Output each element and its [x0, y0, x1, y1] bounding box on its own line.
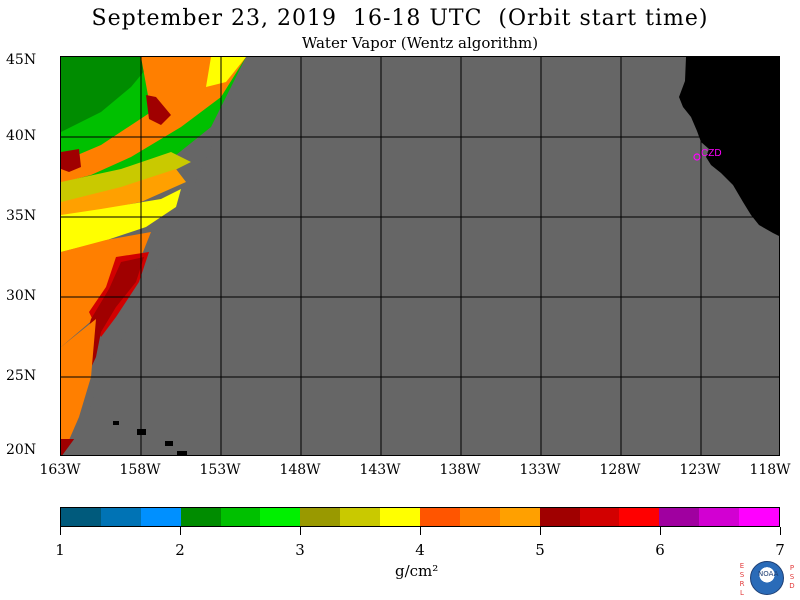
colorbar — [60, 507, 780, 527]
colorbar-segment — [260, 508, 301, 526]
colorbar-segment — [459, 508, 500, 526]
lat-label-20n: 20N — [6, 442, 37, 458]
colorbar-tick — [539, 527, 541, 535]
colorbar-segment — [739, 508, 780, 526]
hawaii-island-4 — [177, 451, 187, 455]
colorbar-segment — [180, 508, 221, 526]
colorbar-tick — [419, 527, 421, 535]
lon-label-148w: 148W — [279, 462, 321, 478]
lon-label-138w: 138W — [439, 462, 481, 478]
logo-emblem-text: NOAA — [758, 570, 779, 578]
chart-title: September 23, 2019 16-18 UTC (Orbit star… — [91, 6, 709, 31]
swath-band-orange-tail — [61, 319, 96, 455]
colorbar-tick-label: 6 — [655, 541, 665, 559]
colorbar-units: g/cm² — [395, 562, 439, 580]
swath-zone-darkgreen — [61, 57, 156, 132]
colorbar-segment — [61, 508, 101, 526]
lat-label-25n: 25N — [6, 368, 37, 384]
swath-band-darkred-north — [146, 95, 171, 125]
colorbar-segment — [220, 508, 261, 526]
water-vapor-map: CZD — [60, 56, 780, 456]
colorbar-tick-label: 1 — [55, 541, 65, 559]
colorbar-segment — [539, 508, 580, 526]
no-data-region — [62, 57, 779, 455]
station-label: CZD — [701, 148, 722, 159]
colorbar-segment — [619, 508, 660, 526]
swath-band-darkred-pocket — [61, 149, 81, 172]
colorbar-tick — [299, 527, 301, 535]
colorbar-segment — [140, 508, 181, 526]
california-coast — [679, 57, 779, 236]
lon-label-143w: 143W — [359, 462, 401, 478]
colorbar-segment — [499, 508, 540, 526]
colorbar-segment — [579, 508, 620, 526]
colorbar-tick-label: 5 — [535, 541, 545, 559]
colorbar-tick-label: 7 — [775, 541, 785, 559]
noaa-emblem-icon — [750, 561, 784, 595]
swath-band-darkred-south — [83, 257, 144, 372]
station-marker-icon — [693, 153, 701, 161]
lat-label-40n: 40N — [6, 128, 37, 144]
colorbar-segment — [420, 508, 460, 526]
colorbar-segment — [380, 508, 421, 526]
data-swath — [61, 57, 779, 455]
colorbar-tick — [59, 527, 61, 535]
station-czd: CZD — [693, 148, 722, 161]
lon-label-128w: 128W — [599, 462, 641, 478]
map-svg: CZD — [61, 57, 779, 455]
colorbar-tick — [659, 527, 661, 535]
colorbar-segment — [340, 508, 381, 526]
lon-label-153w: 153W — [199, 462, 241, 478]
swath-band-yellow-north — [206, 57, 246, 87]
colorbar-segment — [699, 508, 740, 526]
lon-label-133w: 133W — [519, 462, 561, 478]
lat-label-45n: 45N — [6, 52, 37, 68]
lon-label-158w: 158W — [119, 462, 161, 478]
hawaii-island-3 — [165, 441, 173, 446]
swath-band-orange-mid — [61, 169, 186, 217]
colorbar-segment — [659, 508, 700, 526]
colorbar-tick — [779, 527, 781, 535]
colorbar-segment — [100, 508, 141, 526]
lon-label-163w: 163W — [39, 462, 81, 478]
graticule — [61, 57, 779, 455]
colorbar-segment — [300, 508, 341, 526]
colorbar-tick — [179, 527, 181, 535]
colorbar-tick-label: 3 — [295, 541, 305, 559]
lat-label-30n: 30N — [6, 288, 37, 304]
lat-label-35n: 35N — [6, 208, 37, 224]
lon-label-118w: 118W — [749, 462, 791, 478]
swath-band-yellow-mid — [61, 189, 181, 252]
colorbar-tick-label: 4 — [415, 541, 425, 559]
chart-subtitle: Water Vapor (Wentz algorithm) — [301, 34, 539, 52]
colorbar-tick-label: 2 — [175, 541, 185, 559]
hawaii-island-1 — [113, 421, 119, 425]
lon-label-123w: 123W — [679, 462, 721, 478]
